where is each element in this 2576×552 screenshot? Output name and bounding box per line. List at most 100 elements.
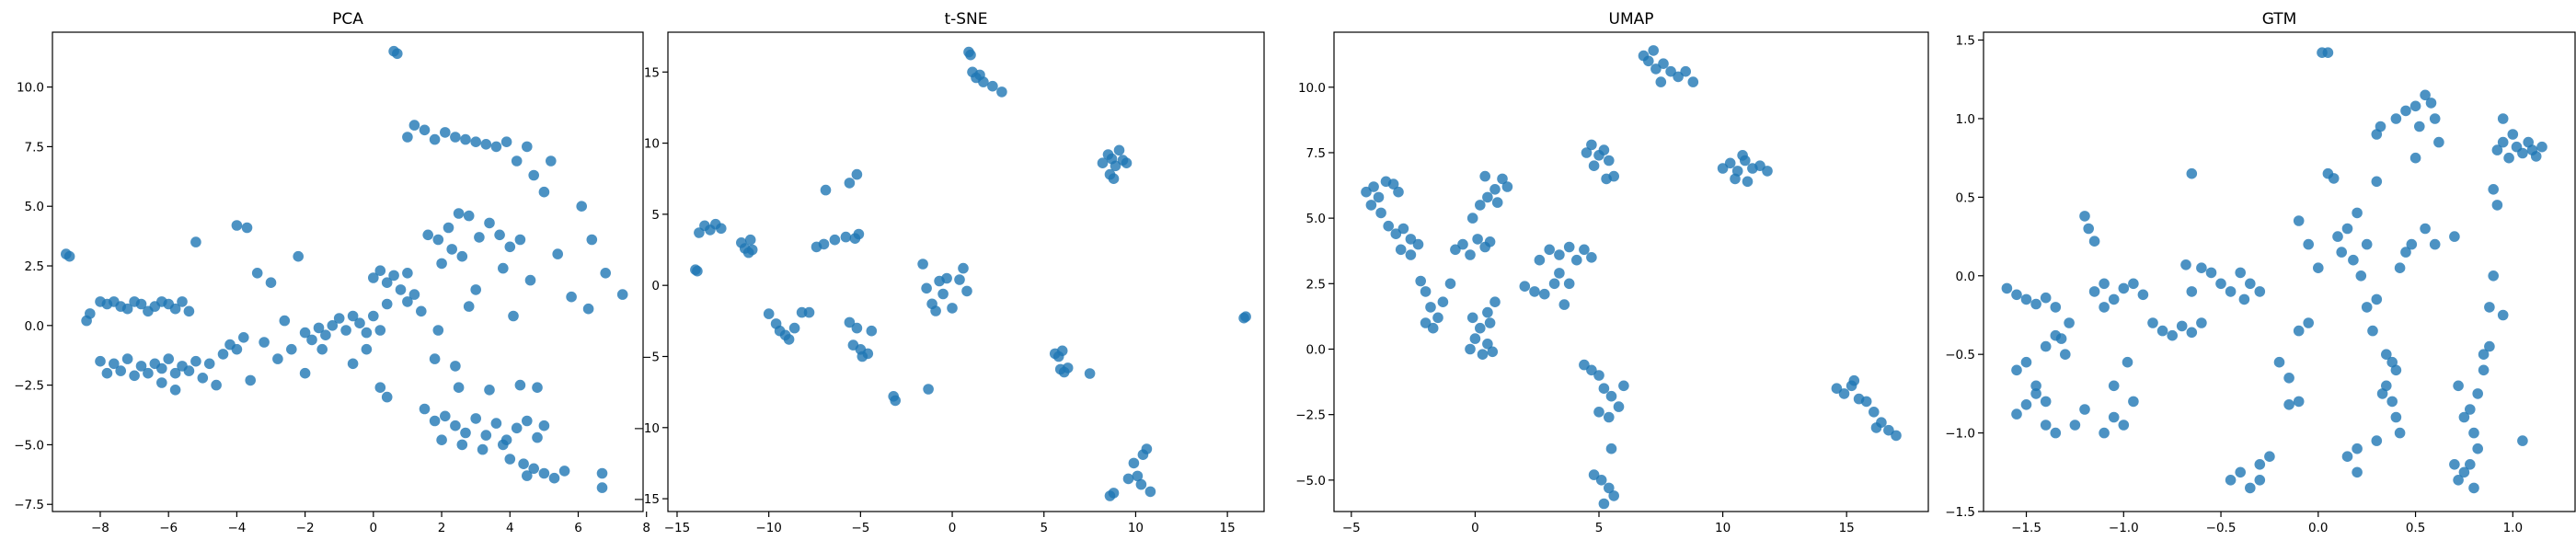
gtm-point bbox=[2147, 317, 2158, 328]
pca-point bbox=[474, 232, 485, 243]
umap-point bbox=[1604, 482, 1615, 494]
gtm-y-tick-label: −0.5 bbox=[1945, 348, 1975, 362]
umap-point bbox=[1571, 254, 1582, 266]
gtm-point bbox=[2196, 317, 2207, 328]
umap-point bbox=[1466, 312, 1478, 324]
tsne-point bbox=[829, 234, 841, 246]
gtm-point bbox=[2336, 247, 2347, 258]
gtm-point bbox=[2118, 420, 2130, 431]
pca-point bbox=[453, 382, 465, 394]
gtm-point bbox=[2429, 113, 2441, 124]
tsne-point bbox=[1108, 488, 1120, 499]
gtm-x-tick-label: −1.5 bbox=[2011, 521, 2041, 535]
pca-y-tick-label: −7.5 bbox=[14, 498, 44, 512]
umap-point bbox=[1737, 150, 1748, 161]
pca-point bbox=[514, 379, 526, 391]
pca-point bbox=[429, 133, 441, 145]
umap-point bbox=[1450, 244, 1461, 256]
pca-point bbox=[374, 325, 386, 336]
umap-point bbox=[1598, 144, 1610, 155]
umap-point bbox=[1420, 286, 1432, 297]
gtm-point bbox=[2341, 223, 2353, 235]
gtm-title: GTM bbox=[2262, 10, 2297, 29]
umap-point bbox=[1548, 278, 1560, 290]
umap-point bbox=[1427, 322, 1439, 334]
gtm-x-tick-label: 1.0 bbox=[2503, 521, 2523, 535]
tsne-point bbox=[803, 306, 815, 318]
umap-point bbox=[1655, 76, 1667, 87]
pca-point bbox=[402, 296, 413, 307]
pca-point bbox=[347, 310, 359, 322]
tsne-point bbox=[1056, 345, 1068, 357]
pca-point bbox=[538, 420, 550, 431]
pca-point bbox=[361, 327, 373, 339]
pca-point bbox=[121, 303, 133, 315]
tsne-point bbox=[1240, 311, 1251, 323]
tsne-y-tick-label: −10 bbox=[634, 421, 661, 436]
pca-point bbox=[259, 337, 270, 348]
umap-point bbox=[1650, 63, 1662, 75]
gtm-point bbox=[2425, 98, 2437, 109]
gtm-point bbox=[2099, 302, 2110, 313]
pca-point bbox=[183, 365, 195, 376]
pca-point bbox=[582, 303, 594, 315]
gtm-point bbox=[2083, 223, 2094, 235]
gtm-point bbox=[2235, 267, 2246, 279]
tsne-x-tick-label: −15 bbox=[664, 521, 691, 535]
pca-point bbox=[333, 313, 345, 324]
pca-point bbox=[460, 133, 471, 145]
umap-point bbox=[1595, 475, 1607, 486]
tsne-y-tick-label: −15 bbox=[634, 492, 661, 507]
tsne-y-tick-label: −5 bbox=[641, 350, 660, 364]
gtm-point bbox=[2273, 356, 2285, 368]
gtm-point bbox=[2303, 317, 2314, 328]
pca-point bbox=[566, 291, 577, 303]
pca-y-tick-label: −5.0 bbox=[14, 438, 44, 453]
pca-point bbox=[299, 367, 311, 379]
tsne-point bbox=[890, 395, 901, 407]
umap-point bbox=[1465, 343, 1476, 355]
pca-point bbox=[500, 136, 512, 147]
pca-point bbox=[265, 277, 277, 289]
umap-point bbox=[1477, 349, 1489, 361]
pca-point bbox=[340, 325, 351, 336]
gtm-point bbox=[2060, 349, 2071, 361]
pca-point bbox=[190, 236, 201, 247]
umap-point bbox=[1586, 252, 1597, 263]
tsne-point bbox=[862, 348, 874, 360]
umap-point bbox=[1395, 244, 1407, 256]
tsne-point bbox=[923, 384, 934, 395]
gtm-point bbox=[2478, 349, 2490, 361]
umap-point bbox=[1604, 411, 1615, 423]
pca-x-tick-label: 0 bbox=[370, 521, 378, 535]
tsne-point bbox=[987, 80, 998, 92]
umap-point bbox=[1563, 278, 1575, 290]
gtm-point bbox=[2186, 327, 2198, 339]
tsne-point bbox=[958, 262, 969, 274]
umap-point bbox=[1831, 383, 1843, 395]
umap-point bbox=[1598, 498, 1610, 510]
tsne-point bbox=[783, 334, 795, 345]
umap-x-tick-label: 0 bbox=[1471, 521, 1479, 535]
gtm-point bbox=[2020, 399, 2032, 410]
pca-point bbox=[85, 308, 96, 319]
umap-y-tick-label: 2.5 bbox=[1306, 277, 1326, 292]
umap-x-tick-label: 10 bbox=[1715, 521, 1731, 535]
gtm-point bbox=[2371, 176, 2383, 188]
pca-point bbox=[600, 268, 611, 279]
gtm-point bbox=[2108, 293, 2120, 305]
pca-point bbox=[538, 467, 550, 479]
gtm-point bbox=[2390, 364, 2402, 376]
pca-point bbox=[463, 301, 475, 312]
umap-point bbox=[1375, 207, 1386, 219]
umap-title: UMAP bbox=[1609, 10, 1654, 29]
gtm-axes-frame bbox=[1983, 31, 2576, 512]
tsne-point bbox=[947, 303, 958, 314]
pca-point bbox=[419, 124, 431, 136]
gtm-point bbox=[2484, 302, 2495, 313]
pca-point bbox=[217, 349, 229, 360]
gtm-point bbox=[2453, 380, 2464, 392]
gtm-point bbox=[2011, 364, 2022, 376]
tsne-point bbox=[1084, 368, 1096, 379]
tsne-x-tick-label: 5 bbox=[1040, 521, 1048, 535]
